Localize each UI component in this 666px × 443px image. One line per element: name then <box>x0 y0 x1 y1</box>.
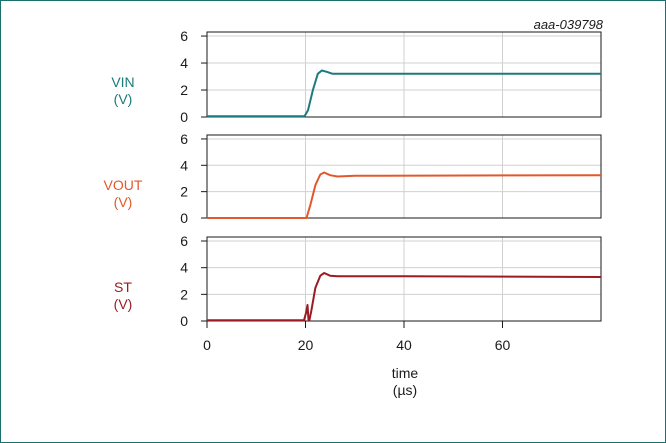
panel-label-st: ST <box>114 279 132 295</box>
y-tick-label: 0 <box>180 313 188 329</box>
x-tick-label: 20 <box>298 337 314 353</box>
x-axis-label: time <box>392 365 419 381</box>
figure-id: aaa-039798 <box>534 17 604 32</box>
y-tick-label: 0 <box>180 109 188 125</box>
panel-label-vout: VOUT <box>104 177 143 193</box>
y-tick-label: 6 <box>180 233 188 249</box>
series-line-vin <box>207 69 601 118</box>
panel-frame <box>206 134 602 219</box>
panel-unit-st: (V) <box>114 296 133 312</box>
y-tick-label: 2 <box>180 82 188 98</box>
y-tick-label: 4 <box>180 260 188 276</box>
x-axis-unit: (µs) <box>393 382 417 398</box>
y-tick-label: 4 <box>180 157 188 173</box>
y-tick-label: 4 <box>180 55 188 71</box>
series-line-vout <box>207 171 602 219</box>
x-tick-label: 40 <box>396 337 412 353</box>
y-tick-label: 6 <box>180 131 188 147</box>
y-tick-label: 2 <box>180 184 188 200</box>
x-tick-label: 0 <box>203 337 211 353</box>
panel-unit-vout: (V) <box>114 194 133 210</box>
x-tick-label: 60 <box>495 337 511 353</box>
y-tick-label: 6 <box>180 28 188 44</box>
panel-label-vin: VIN <box>111 74 134 90</box>
series-line-st <box>207 272 602 322</box>
y-tick-label: 2 <box>180 286 188 302</box>
y-tick-label: 0 <box>180 210 188 226</box>
panel-unit-vin: (V) <box>114 91 133 107</box>
